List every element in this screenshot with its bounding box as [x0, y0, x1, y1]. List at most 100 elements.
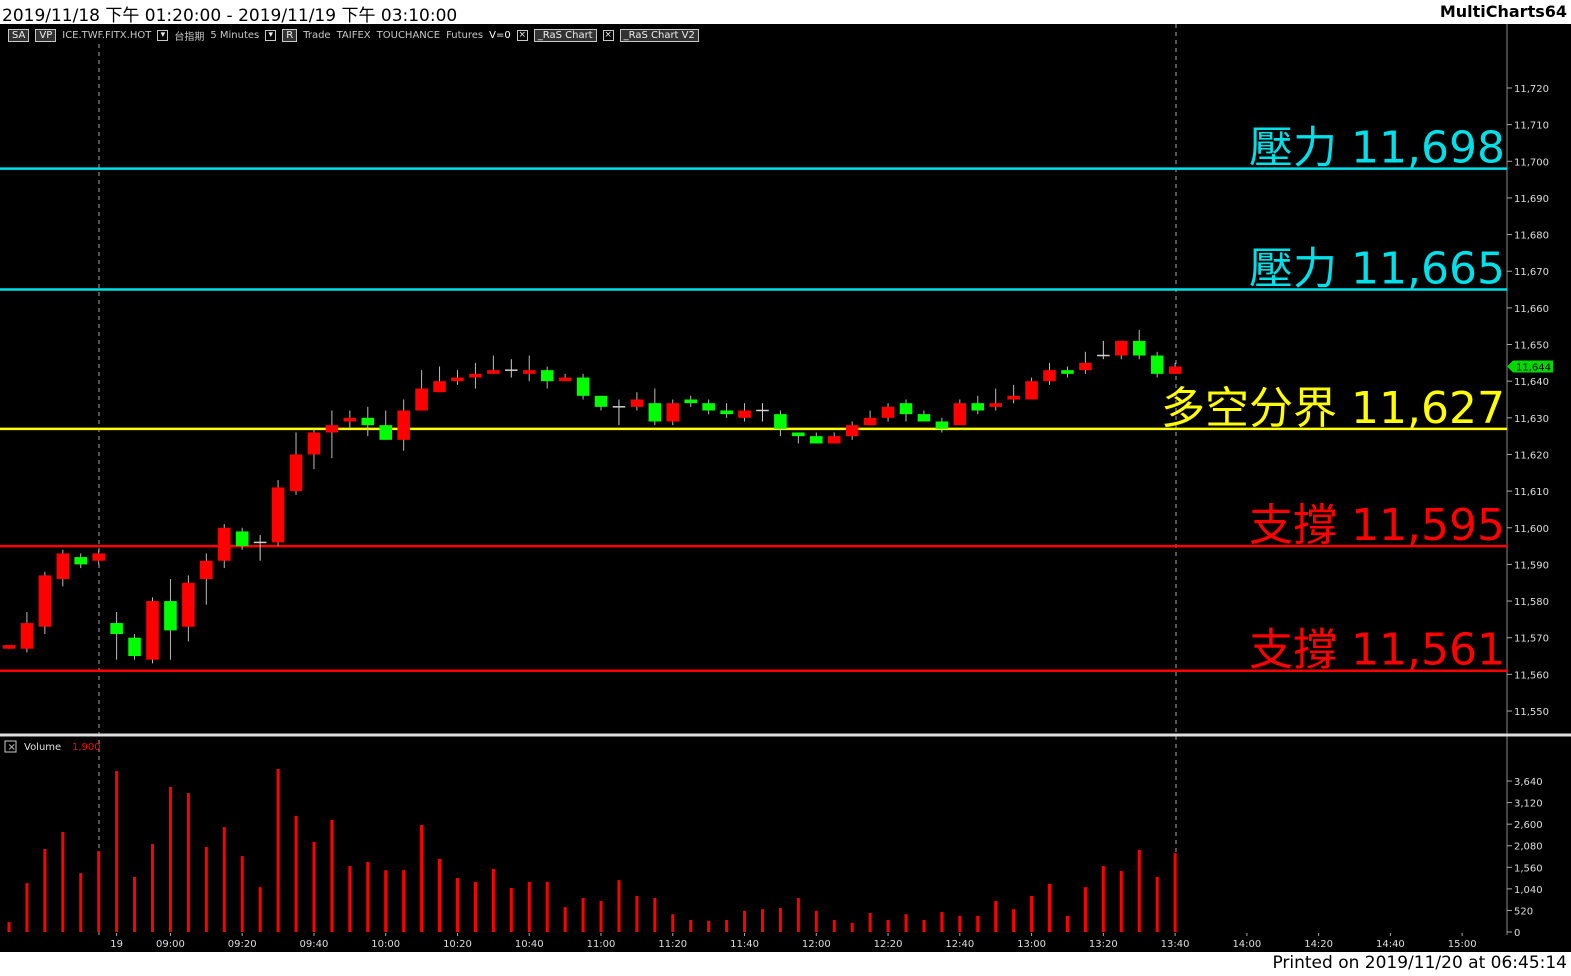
y-tick-label: 11,680 [1514, 231, 1549, 242]
x-tick-label: 09:40 [300, 939, 329, 950]
volume-bar [1119, 871, 1123, 932]
level-value: 11,595 [1351, 500, 1505, 551]
volume-bar [79, 873, 83, 932]
candle-body [1007, 395, 1020, 400]
volume-bar [455, 878, 459, 932]
candle-body [325, 425, 339, 433]
x-tick-label: 14:00 [1232, 939, 1261, 950]
candle-body [74, 557, 88, 565]
dropdown[interactable]: ▾ [157, 29, 169, 41]
candle-body [164, 601, 177, 631]
x-tick-label: 10:40 [515, 939, 544, 950]
volume-bar [115, 771, 119, 932]
volume-bar [527, 881, 531, 932]
y-tick-label: 11,590 [1514, 560, 1549, 571]
volume-bar [491, 868, 495, 932]
close-button[interactable]: × [602, 29, 614, 41]
volume-bar [617, 880, 621, 932]
volume-bar [868, 912, 872, 932]
candle-body [1061, 370, 1074, 374]
candle-body [20, 623, 34, 649]
candle-body [827, 436, 841, 444]
y-tick-label: 2,080 [1514, 842, 1543, 853]
volume-bar [61, 832, 65, 932]
toolbar-button[interactable]: SA [8, 28, 30, 42]
toolbar: SA VP ICE.TWF.FITX.HOT ▾ 台指期 5 Minutes ▾… [8, 27, 699, 43]
dropdown[interactable]: ▾ [265, 29, 277, 41]
candle-body [235, 531, 249, 547]
volume-bar [725, 919, 729, 932]
y-tick-label: 11,720 [1514, 84, 1549, 95]
y-tick-label: 1,560 [1514, 863, 1543, 874]
volume-bar [1101, 866, 1105, 932]
y-tick-label: 3,120 [1514, 799, 1543, 810]
y-tick-label: 11,710 [1514, 121, 1549, 132]
toolbar-button[interactable]: R [282, 28, 298, 42]
level-name: 壓力 [1249, 244, 1337, 295]
level-label: 支撐 11,595 [1249, 500, 1505, 551]
volume-bar [240, 856, 244, 932]
volume-bar [958, 915, 962, 932]
close-button[interactable] [4, 740, 17, 753]
data-type: Trade [303, 29, 331, 41]
volume-bar [294, 815, 298, 932]
candle-body [433, 381, 446, 393]
close-button[interactable]: × [516, 29, 528, 41]
candle-body [56, 553, 70, 580]
x-tick-label: 09:00 [156, 939, 185, 950]
volume-bar [1083, 887, 1087, 932]
volume-bar [689, 919, 693, 932]
candle-body [200, 560, 213, 580]
y-tick-label: 2,600 [1514, 820, 1543, 831]
level-label: 壓力 11,665 [1249, 244, 1505, 295]
last-price-tag [1507, 360, 1553, 373]
volume-bar [976, 915, 980, 932]
volume-bar [420, 824, 424, 932]
candle-body [415, 388, 428, 411]
volume-bar [545, 881, 549, 932]
indicator-button[interactable]: _RaS Chart V2 [619, 28, 699, 42]
x-tick-label: 10:20 [443, 939, 472, 950]
last-price-label: 11,644 [1516, 363, 1551, 374]
volume-bar [940, 912, 944, 932]
candle-body [1150, 355, 1164, 374]
y-tick-label: 3,640 [1514, 777, 1543, 788]
y-tick-label: 11,610 [1514, 487, 1549, 498]
y-tick-label: 11,600 [1514, 524, 1549, 535]
candle-body [792, 432, 805, 437]
volume-bar [168, 786, 172, 932]
date-range: 2019/11/18 下午 01:20:00 - 2019/11/19 下午 0… [2, 6, 458, 26]
volume-bar [1173, 853, 1177, 932]
volume-bar [1155, 876, 1159, 932]
candle-body [38, 575, 52, 627]
candle-body [397, 410, 410, 440]
candle-body [558, 377, 572, 382]
y-tick-label: 0 [1514, 928, 1520, 939]
candle-body [379, 425, 392, 440]
volume-bar [384, 870, 388, 932]
candle-body [146, 601, 159, 660]
x-tick-label: 09:20 [228, 939, 257, 950]
toolbar-button[interactable]: VP [35, 28, 57, 42]
candle-body [935, 421, 949, 429]
volume-bar [581, 897, 585, 932]
volume-bar [994, 900, 998, 932]
volume-bar [796, 897, 800, 932]
volume-bar [814, 910, 818, 932]
candle-body [576, 377, 590, 396]
app-name: MultiCharts64 [1439, 2, 1567, 21]
y-tick-label: 11,630 [1514, 414, 1549, 425]
candle-body [128, 637, 141, 657]
volume-status: V=0 [489, 29, 511, 41]
volume-bar [348, 866, 352, 932]
volume-bar [186, 793, 190, 932]
source: TOUCHANCE [376, 29, 441, 41]
candle-body [217, 527, 231, 561]
candle-body [774, 414, 787, 429]
indicator-button[interactable]: _RaS Chart [533, 28, 597, 42]
y-tick-label: 11,640 [1514, 377, 1549, 388]
candle-body [1115, 340, 1128, 356]
y-tick-label: 11,690 [1514, 194, 1549, 205]
close-icon: × [8, 742, 16, 753]
level-name: 壓力 [1249, 123, 1337, 174]
